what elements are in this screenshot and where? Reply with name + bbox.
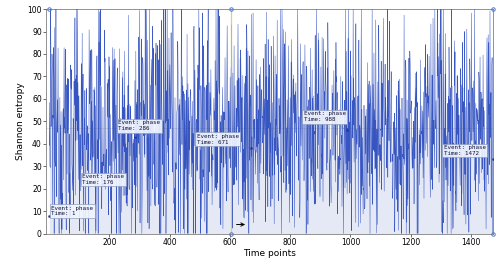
Text: Event: phase
Time: 988: Event: phase Time: 988 [304,111,346,129]
Text: Event: phase
Time: 1: Event: phase Time: 1 [50,206,94,216]
Text: Event: phase
Time: 176: Event: phase Time: 176 [82,174,124,185]
Y-axis label: Shannon entropy: Shannon entropy [16,82,24,160]
X-axis label: Time points: Time points [243,249,296,258]
Text: Event: phase
Time: 1472: Event: phase Time: 1472 [444,145,490,159]
Text: Event: phase
Time: 671: Event: phase Time: 671 [196,134,248,148]
Text: Event: phase
Time: 286: Event: phase Time: 286 [118,120,160,137]
